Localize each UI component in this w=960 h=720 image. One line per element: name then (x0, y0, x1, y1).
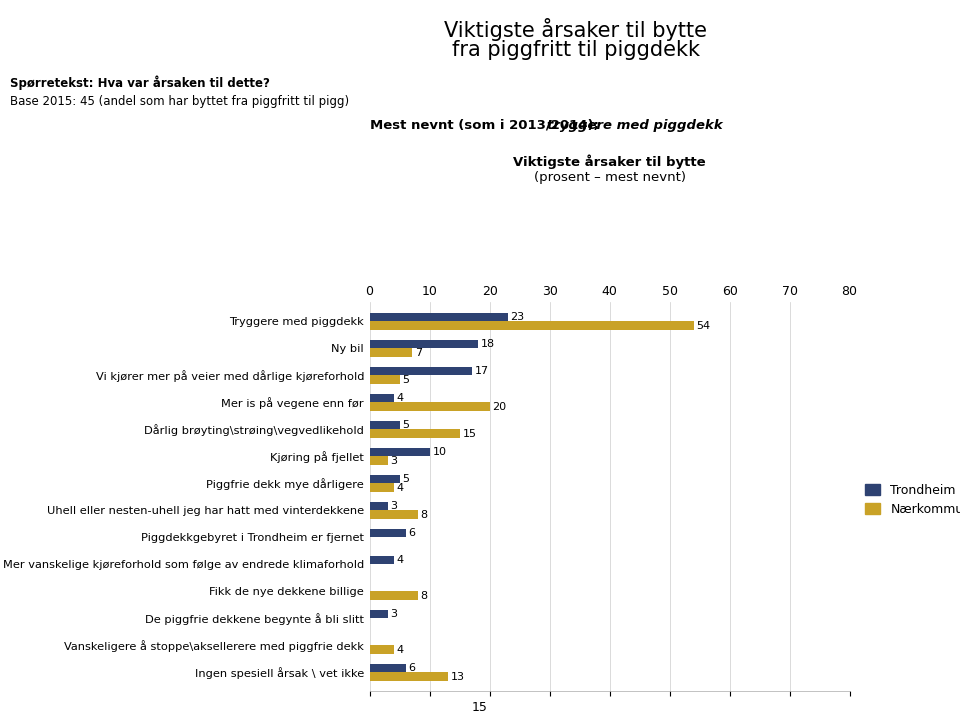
Bar (370, 321, 693, 330)
Bar (370, 394, 394, 402)
Bar (370, 420, 399, 429)
Text: 8: 8 (420, 590, 428, 600)
Bar (370, 645, 394, 654)
Text: 3: 3 (391, 609, 397, 619)
Bar (370, 610, 388, 618)
Text: Base 2015: 45 (andel som har byttet fra piggfritt til pigg): Base 2015: 45 (andel som har byttet fra … (10, 95, 348, 108)
Bar (370, 448, 430, 456)
Text: 10: 10 (433, 447, 446, 457)
Text: 6: 6 (409, 528, 416, 538)
Text: 20: 20 (492, 402, 507, 412)
Bar (370, 474, 399, 483)
Text: Mest nevnt (som i 2013/2014);: Mest nevnt (som i 2013/2014); (370, 119, 603, 132)
Text: 3: 3 (391, 456, 397, 466)
Text: 5: 5 (402, 474, 410, 484)
Bar (370, 672, 447, 681)
Text: (prosent – mest nevnt): (prosent – mest nevnt) (534, 171, 685, 184)
Text: Viktigste årsaker til bytte: Viktigste årsaker til bytte (514, 155, 706, 169)
Bar (370, 429, 460, 438)
Bar (370, 483, 394, 492)
Text: 4: 4 (396, 393, 404, 403)
Bar (370, 502, 388, 510)
Bar (370, 375, 399, 384)
Bar (370, 591, 418, 600)
Text: 13: 13 (450, 672, 465, 682)
Text: 4: 4 (396, 555, 404, 565)
Text: 18: 18 (481, 339, 494, 349)
Bar (370, 402, 490, 411)
Bar (370, 340, 478, 348)
Text: 5: 5 (402, 420, 410, 430)
Bar (370, 556, 394, 564)
Text: 7: 7 (415, 348, 421, 358)
Bar (370, 528, 406, 537)
Text: 15: 15 (463, 428, 476, 438)
Bar (370, 510, 418, 519)
Text: 5: 5 (402, 374, 410, 384)
Text: 4: 4 (396, 482, 404, 492)
Text: 3: 3 (391, 501, 397, 511)
Text: 8: 8 (420, 510, 428, 520)
Text: fra piggfritt til piggdekk: fra piggfritt til piggdekk (452, 40, 700, 60)
Bar (370, 366, 471, 375)
Bar (370, 312, 508, 321)
Text: 4: 4 (396, 644, 404, 654)
Text: 23: 23 (511, 312, 525, 322)
Bar (370, 664, 406, 672)
Text: 6: 6 (409, 663, 416, 673)
Bar (370, 348, 412, 357)
Text: Spørretekst: Hva var årsaken til dette?: Spørretekst: Hva var årsaken til dette? (10, 76, 270, 90)
Text: tryggere med piggdekk: tryggere med piggdekk (547, 119, 723, 132)
Legend: Trondheim, Nærkommune: Trondheim, Nærkommune (866, 484, 960, 516)
Text: 15: 15 (472, 701, 488, 714)
Text: 54: 54 (697, 320, 710, 330)
Bar (370, 456, 388, 465)
Text: 17: 17 (474, 366, 489, 376)
Text: Viktigste årsaker til bytte: Viktigste årsaker til bytte (444, 18, 708, 41)
